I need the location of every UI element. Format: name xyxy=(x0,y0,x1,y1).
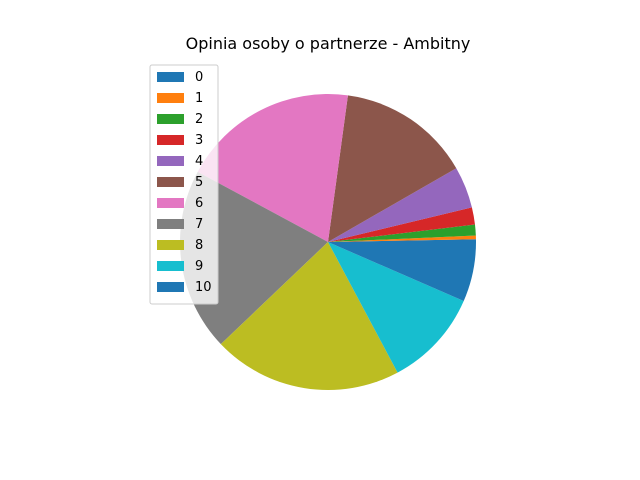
legend-label-6: 6 xyxy=(195,196,203,211)
legend-swatch-10 xyxy=(157,282,184,292)
legend-swatch-0 xyxy=(157,72,184,82)
legend-label-4: 4 xyxy=(195,154,203,169)
pie-slice-4 xyxy=(328,168,472,242)
legend-label-3: 3 xyxy=(195,133,203,148)
pie-slice-10 xyxy=(328,242,476,302)
legend-entry-2: 2 xyxy=(157,112,203,127)
legend-swatch-4 xyxy=(157,156,184,166)
legend-swatch-2 xyxy=(157,114,184,124)
legend-entry-1: 1 xyxy=(157,91,203,106)
legend-entry-7: 7 xyxy=(157,217,203,232)
legend-entry-6: 6 xyxy=(157,196,203,211)
legend: 0 1 2 3 4 5 6 7 8 9 10 xyxy=(149,64,219,305)
legend-label-9: 9 xyxy=(195,259,203,274)
legend-entry-5: 5 xyxy=(157,175,203,190)
pie-slice-1 xyxy=(328,235,476,242)
legend-label-2: 2 xyxy=(195,112,203,127)
legend-entry-10: 10 xyxy=(157,280,212,295)
legend-label-1: 1 xyxy=(195,91,203,106)
pie-slice-8 xyxy=(220,242,398,391)
chart-title: Opinia osoby o partnerze - Ambitny xyxy=(186,34,471,53)
legend-entry-9: 9 xyxy=(157,259,203,274)
pie-slice-5 xyxy=(328,95,457,242)
pie-slices xyxy=(180,94,476,391)
legend-label-7: 7 xyxy=(195,217,203,232)
legend-swatch-8 xyxy=(157,240,184,250)
legend-label-8: 8 xyxy=(195,238,203,253)
legend-entry-4: 4 xyxy=(157,154,203,169)
pie-slice-9 xyxy=(328,242,464,373)
legend-swatch-5 xyxy=(157,177,184,187)
legend-label-10: 10 xyxy=(195,280,212,295)
pie-slice-6 xyxy=(197,94,348,242)
pie-slice-2 xyxy=(328,224,476,242)
legend-swatch-1 xyxy=(157,93,184,103)
pie-slice-0 xyxy=(328,239,476,242)
legend-entry-8: 8 xyxy=(157,238,203,253)
legend-swatch-6 xyxy=(157,198,184,208)
legend-entry-3: 3 xyxy=(157,133,203,148)
legend-label-0: 0 xyxy=(195,70,203,85)
legend-swatch-9 xyxy=(157,261,184,271)
legend-swatch-3 xyxy=(157,135,184,145)
pie-slice-3 xyxy=(328,207,475,242)
legend-entry-0: 0 xyxy=(157,70,203,85)
legend-label-5: 5 xyxy=(195,175,203,190)
legend-swatch-7 xyxy=(157,219,184,229)
